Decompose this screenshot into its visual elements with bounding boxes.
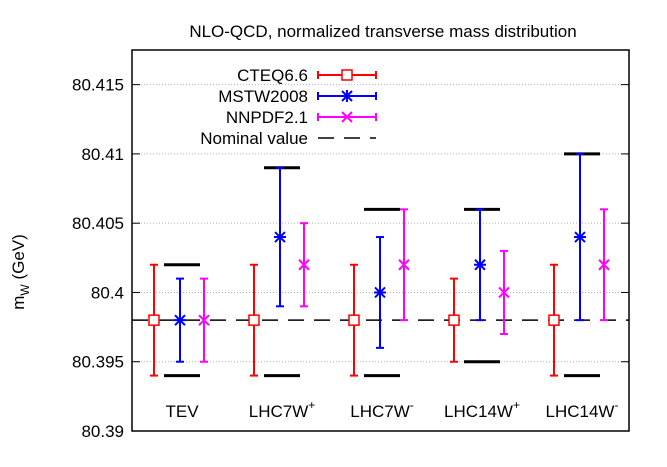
y-axis-label-sub: W: [18, 284, 32, 296]
data-point-marker: [274, 231, 286, 244]
legend-label: MSTW2008: [218, 87, 308, 106]
y-tick-label: 80.4: [91, 283, 124, 302]
data-point-marker: [374, 286, 386, 299]
series-point: [374, 236, 386, 349]
x-tick-label: TEV: [165, 402, 199, 421]
legend-label: NNPDF2.1: [226, 108, 308, 127]
y-axis-label-main: m: [9, 296, 28, 310]
series-point: [474, 208, 486, 322]
data-point-marker: [174, 314, 186, 327]
x-tick-labels: TEV LHC7W+ LHC7W- LHC14W+ LHC14W-: [165, 398, 618, 421]
series-point: [598, 208, 610, 322]
x-tick-label: LHC7W-: [350, 398, 414, 421]
y-ticks: 80.39 80.395 80.4 80.405 80.41 80.415: [72, 76, 629, 441]
envelope-marks: [164, 152, 600, 378]
x-tick-label: LHC14W-: [546, 398, 619, 421]
series-point: [248, 263, 260, 377]
series-point: [148, 263, 160, 377]
series-point: [298, 222, 310, 308]
y-tick-label: 80.415: [72, 76, 124, 95]
data-point-marker: [198, 314, 210, 326]
data-point-marker: [298, 259, 310, 271]
series-point: [448, 277, 460, 363]
series-point: [348, 263, 360, 377]
series-point: [198, 277, 210, 363]
y-tick-label: 80.41: [81, 145, 124, 164]
series-point: [498, 249, 510, 336]
y-tick-label: 80.395: [72, 353, 124, 372]
data-point-marker: [474, 258, 486, 271]
data-point-marker: [574, 231, 586, 244]
series-point: [274, 166, 286, 308]
svg-text:mW (GeV): mW (GeV): [9, 234, 32, 310]
legend-label: Nominal value: [200, 129, 308, 148]
x-tick-label: LHC14W+: [444, 398, 520, 421]
data-point-marker: [548, 314, 560, 326]
y-axis-label-unit: (GeV): [9, 234, 28, 284]
series-point: [174, 277, 186, 363]
y-axis-label: mW (GeV): [9, 234, 32, 310]
series-point: [398, 208, 410, 322]
x-tick-label: LHC7W+: [249, 398, 316, 421]
series-marks: [148, 152, 610, 377]
data-point-marker: [148, 314, 160, 326]
data-point-marker: [248, 314, 260, 326]
legend: CTEQ6.6 MSTW2008 NNPDF2.1 Nominal value: [200, 66, 377, 148]
data-point-marker: [398, 259, 410, 271]
data-point-marker: [348, 314, 360, 326]
legend-marker: [341, 90, 353, 102]
y-tick-label: 80.405: [72, 214, 124, 233]
series-point: [574, 152, 586, 322]
legend-marker: [341, 69, 353, 81]
plot-frame: [131, 49, 630, 432]
y-tick-label: 80.39: [81, 422, 124, 441]
legend-label: CTEQ6.6: [237, 66, 308, 85]
series-point: [548, 263, 560, 377]
data-point-marker: [498, 286, 510, 299]
data-point-marker: [448, 314, 460, 326]
chart-title: NLO-QCD, normalized transverse mass dist…: [189, 22, 576, 41]
legend-marker: [341, 111, 353, 123]
data-point-marker: [598, 259, 610, 271]
